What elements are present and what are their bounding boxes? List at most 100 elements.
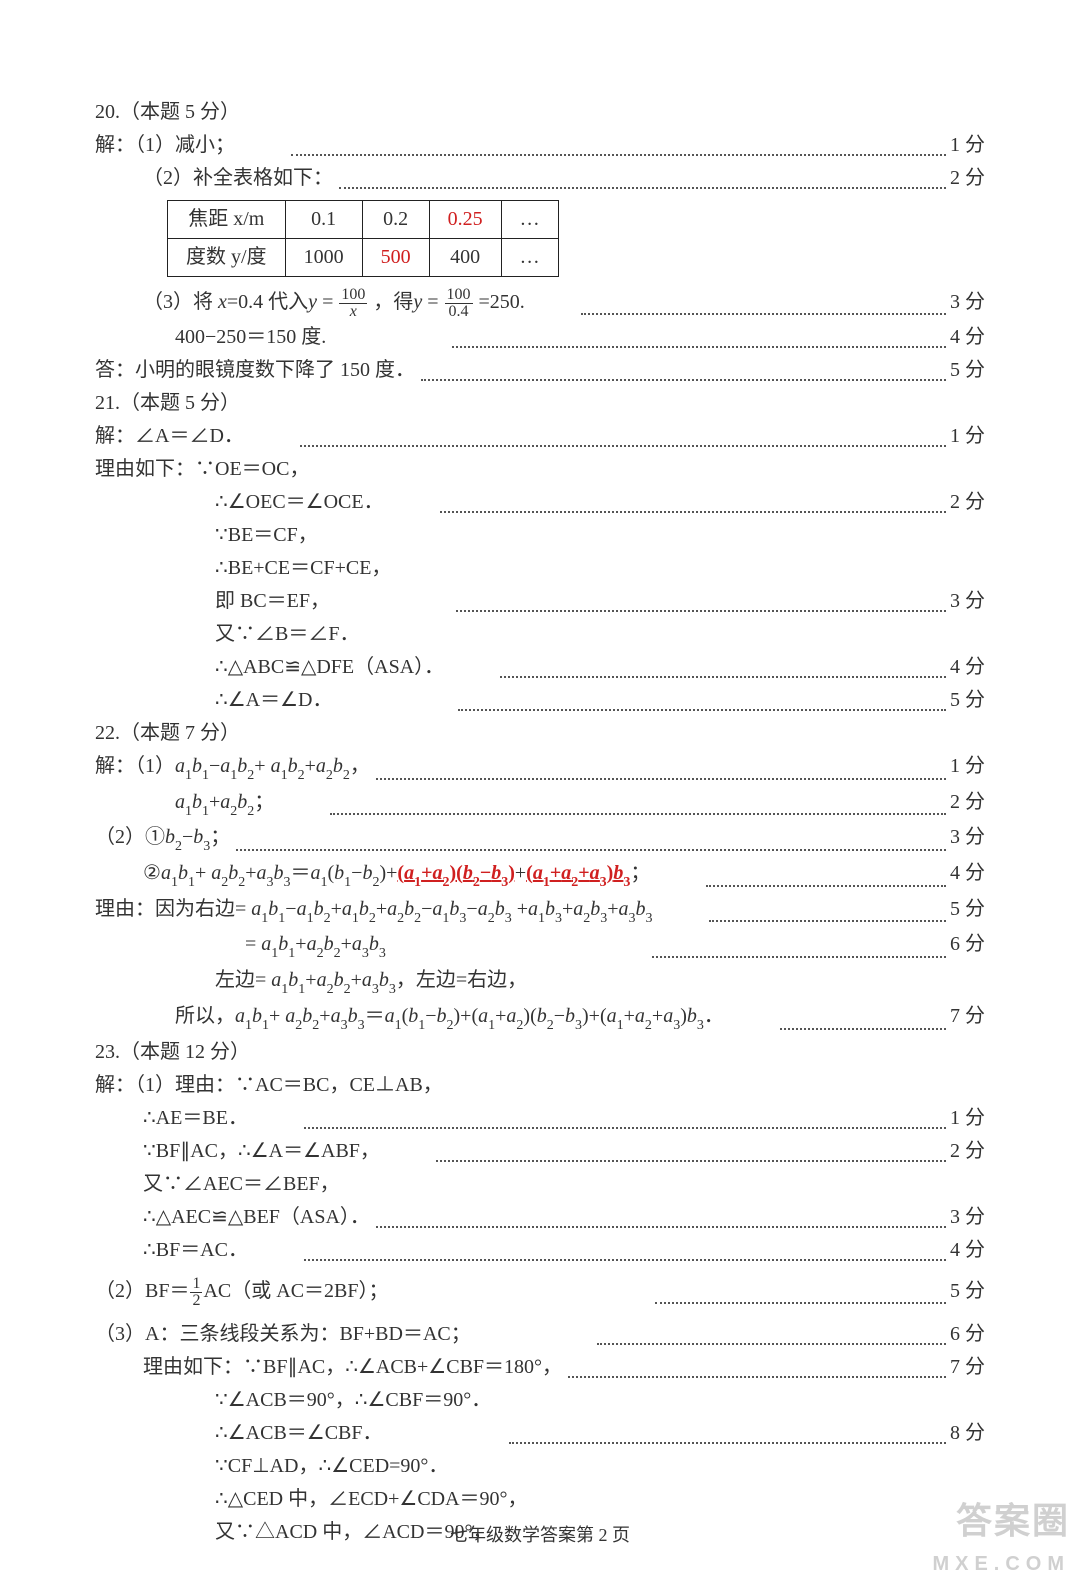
q22-p6: = a1b1+a2b2+a3b3 6 分 [95, 929, 985, 963]
text: （3）A：三条线段关系为：BF+BD＝AC； [95, 1319, 471, 1350]
t: （3）将 [143, 291, 218, 313]
dot-leader [339, 187, 946, 189]
cell: … [501, 201, 558, 239]
q22-p2: a1b1+a2b2； 2 分 [95, 787, 985, 821]
text: ∵∠ACB＝90°，∴∠CBF＝90°． [215, 1385, 491, 1416]
cell: 500 [362, 239, 429, 277]
points: 6 分 [950, 1319, 985, 1350]
q23-l9: ∵∠ACB＝90°，∴∠CBF＝90°． [95, 1385, 985, 1416]
points: 4 分 [950, 652, 985, 683]
text: ∴BE+CE＝CF+CE， [215, 553, 391, 584]
watermark-line2: MXE.COM [932, 1549, 1070, 1580]
dot-leader [330, 813, 946, 815]
text: 又∵∠B＝∠F． [215, 619, 359, 650]
dot-leader [652, 956, 946, 958]
text: 400−250＝150 度. [175, 322, 326, 353]
points: 1 分 [950, 751, 985, 782]
q22-p1: 解：（1）a1b1−a1b2+ a1b2+a2b2， 1 分 [95, 751, 985, 785]
q23-l4: ∴△AEC≌△BEF（ASA）． 3 分 [95, 1202, 985, 1233]
dot-leader [500, 676, 946, 678]
cell: 0.25 [429, 201, 501, 239]
q23-l5: ∴BF＝AC． 4 分 [95, 1235, 985, 1266]
text: 理由如下：∵BF∥AC，∴∠ACB+∠CBF＝180°， [143, 1352, 562, 1383]
q22-p5: 理由：因为右边= a1b1−a1b2+a1b2+a2b2−a1b3−a2b3 +… [95, 894, 985, 928]
text: 解：∠A＝∠D． [95, 421, 244, 452]
dot-leader [568, 1376, 946, 1378]
text: a1b1+a2b2； [175, 787, 274, 821]
dot-leader [655, 1302, 947, 1304]
points: 5 分 [950, 685, 985, 716]
cell: 400 [429, 239, 501, 277]
points: 1 分 [950, 421, 985, 452]
text: ∴∠ACB＝∠CBF． [215, 1418, 383, 1449]
q23-l7: （3）A：三条线段关系为：BF+BD＝AC； 6 分 [95, 1319, 985, 1350]
q20-table: 焦距 x/m 0.1 0.2 0.25 … 度数 y/度 1000 500 40… [167, 200, 559, 277]
cell: 度数 y/度 [168, 239, 286, 277]
dot-leader [456, 610, 946, 612]
dot-leader [436, 1160, 946, 1162]
q21-l3: ∴∠OEC＝∠OCE． 2 分 [95, 487, 985, 518]
dot-leader [452, 346, 946, 348]
cell: 0.1 [285, 201, 362, 239]
q23-l6: （2）BF＝12AC（或 AC＝2BF）； 5 分 [95, 1276, 985, 1309]
q22-p3: （2）①b2−b3； 3 分 [95, 822, 985, 856]
dot-leader [440, 511, 946, 513]
points: 2 分 [950, 787, 985, 818]
points: 4 分 [950, 1235, 985, 1266]
text: = a1b1+a2b2+a3b3 [245, 929, 386, 963]
text: 解：（1）理由：∵AC＝BC，CE⊥AB， [95, 1070, 443, 1101]
points: 7 分 [950, 1001, 985, 1032]
table-row: 焦距 x/m 0.1 0.2 0.25 … [168, 201, 559, 239]
q22-p4: ②a1b1+ a2b2+a3b3＝a1(b1−b2)+(a1+a2)(b2−b3… [95, 858, 985, 892]
dot-leader [376, 1226, 946, 1228]
q22-heading: 22.（本题 7 分） [95, 718, 985, 749]
q22-p8: 所以，a1b1+ a2b2+a3b3＝a1(b1−b2)+(a1+a2)(b2−… [95, 1001, 985, 1035]
text: 20.（本题 5 分） [95, 97, 240, 128]
points: 4 分 [950, 322, 985, 353]
text: ∴BF＝AC． [143, 1235, 248, 1266]
q21-l4: ∵BE＝CF， [95, 520, 985, 551]
dot-leader [597, 1343, 946, 1345]
q21-l2: 理由如下：∵OE＝OC， [95, 454, 985, 485]
q23-l2: ∵BF∥AC，∴∠A＝∠ABF， 2 分 [95, 1136, 985, 1167]
dot-leader [709, 920, 946, 922]
text: 22.（本题 7 分） [95, 718, 240, 749]
text: ∴AE＝BE． [143, 1103, 248, 1134]
q20-part5: 答：小明的眼镜度数下降了 150 度． 5 分 [95, 355, 985, 386]
points: 3 分 [950, 1202, 985, 1233]
points: 2 分 [950, 487, 985, 518]
text: （3）将 x=0.4 代入y = 100x ，得y = 1000.4 =250. [143, 287, 525, 320]
q23-l3: 又∵∠AEC＝∠BEF， [95, 1169, 985, 1200]
q23-l8: 理由如下：∵BF∥AC，∴∠ACB+∠CBF＝180°， 7 分 [95, 1352, 985, 1383]
answer-page: 20.（本题 5 分） 解：（1）减小； 1 分 （2）补全表格如下： 2 分 … [0, 0, 1080, 1590]
watermark: 答案圈 MXE.COM [932, 1493, 1070, 1580]
text: 又∵∠AEC＝∠BEF， [143, 1169, 340, 1200]
text: ∴∠OEC＝∠OCE． [215, 487, 384, 518]
points: 3 分 [950, 287, 985, 318]
points: 2 分 [950, 1136, 985, 1167]
dot-leader [291, 154, 946, 156]
dot-leader [304, 1259, 946, 1261]
watermark-line1: 答案圈 [932, 1493, 1070, 1549]
t: =250. [479, 291, 525, 313]
q20-part1: 解：（1）减小； 1 分 [95, 130, 985, 161]
points: 1 分 [950, 1103, 985, 1134]
points: 5 分 [950, 1276, 985, 1307]
text: 解：（1）减小； [95, 130, 235, 161]
q23-l12: ∴△CED 中，∠ECD+∠CDA＝90°， [95, 1484, 985, 1515]
points: 3 分 [950, 586, 985, 617]
q21-l5: ∴BE+CE＝CF+CE， [95, 553, 985, 584]
text: （2）补全表格如下： [143, 163, 333, 194]
q21-l7: 又∵∠B＝∠F． [95, 619, 985, 650]
points: 3 分 [950, 822, 985, 853]
points: 5 分 [950, 355, 985, 386]
q20-part4: 400−250＝150 度. 4 分 [95, 322, 985, 353]
text: 解：（1）a1b1−a1b2+ a1b2+a2b2， [95, 751, 370, 785]
text: 23.（本题 12 分） [95, 1037, 250, 1068]
page-footer: 七年级数学答案第 2 页 [0, 1522, 1080, 1550]
points: 6 分 [950, 929, 985, 960]
cell: 焦距 x/m [168, 201, 286, 239]
q23-l10: ∴∠ACB＝∠CBF． 8 分 [95, 1418, 985, 1449]
t: ，得 [373, 291, 413, 313]
dot-leader [509, 1442, 946, 1444]
